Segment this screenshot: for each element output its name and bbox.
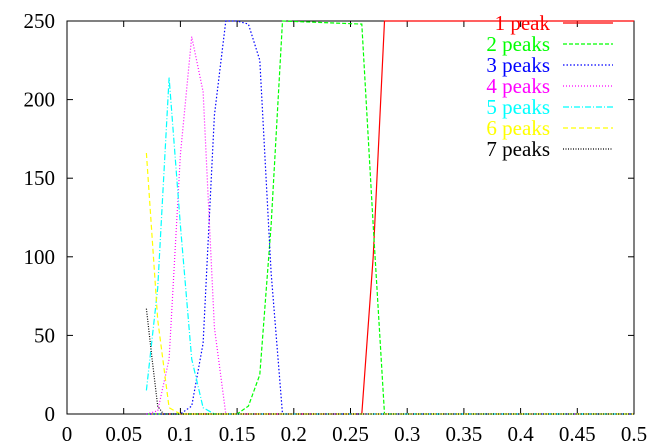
legend-label: 5 peaks (486, 95, 550, 119)
y-tick-label: 250 (24, 9, 56, 33)
legend-label: 3 peaks (486, 53, 550, 77)
x-tick-label: 0.05 (105, 422, 142, 446)
x-tick-label: 0.25 (332, 422, 369, 446)
x-tick-label: 0.4 (507, 422, 534, 446)
legend-label: 1 peak (495, 11, 551, 35)
legend-label: 4 peaks (486, 74, 550, 98)
y-tick-label: 200 (24, 88, 56, 112)
series-1-peak (146, 20, 634, 415)
series-6-peaks (145, 152, 634, 415)
legend-label: 2 peaks (486, 32, 550, 56)
x-tick-label: 0.1 (167, 422, 193, 446)
y-tick-label: 150 (24, 166, 56, 190)
series-3-peaks (146, 20, 634, 415)
series-7-peaks (145, 308, 634, 415)
x-tick-label: 0.15 (219, 422, 256, 446)
series-4-peaks (146, 36, 634, 415)
legend-label: 6 peaks (486, 116, 550, 140)
x-tick-label: 0.3 (394, 422, 420, 446)
series-2-peaks (146, 20, 634, 415)
x-tick-label: 0.2 (281, 422, 307, 446)
x-tick-label: 0.35 (446, 422, 483, 446)
x-tick-label: 0.5 (621, 422, 647, 446)
axis-ticks: 0 0.05 0.1 0.15 0.2 0.25 0.3 0.35 0.4 0.45 0.5 0 50 1… (24, 9, 648, 446)
series-lines (145, 20, 634, 415)
y-tick-label: 0 (45, 402, 56, 426)
x-tick-label: 0.45 (559, 422, 596, 446)
x-tick-label: 0 (62, 422, 73, 446)
y-tick-label: 100 (24, 245, 56, 269)
series-5-peaks (145, 77, 634, 415)
legend-label: 7 peaks (486, 137, 550, 161)
y-tick-label: 50 (34, 323, 55, 347)
